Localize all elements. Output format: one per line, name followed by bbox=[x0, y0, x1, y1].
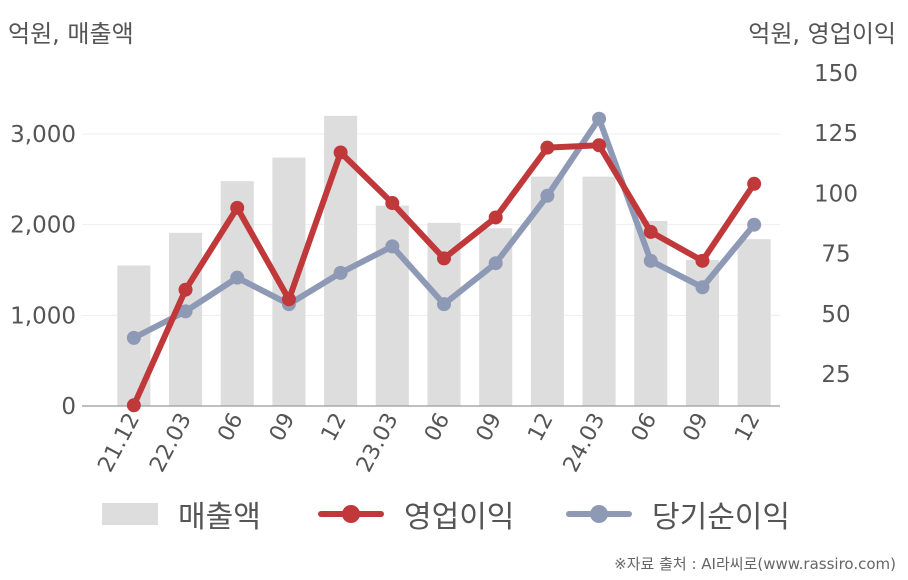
left-axis-tick-label: 3,000 bbox=[10, 122, 76, 148]
legend-label-net-income: 당기순이익 bbox=[652, 500, 790, 535]
left-axis-tick-label: 1,000 bbox=[10, 303, 76, 329]
legend-item-operating-profit[interactable]: 영업이익 bbox=[318, 492, 514, 536]
point-당기순이익-09 bbox=[488, 256, 503, 271]
legend-line-swatch-red bbox=[318, 503, 384, 525]
point-영업이익-22.03 bbox=[178, 282, 193, 297]
left-axis-unit-label: 억원, 매출액 bbox=[8, 20, 134, 48]
legend-label-operating-profit: 영업이익 bbox=[404, 500, 515, 535]
x-axis-tick-label: 06 bbox=[420, 409, 455, 445]
source-note: ※자료 출처 : AI라씨로(www.rassiro.com) bbox=[614, 555, 896, 573]
point-영업이익-12 bbox=[540, 140, 555, 155]
right-axis-tick-label: 150 bbox=[814, 61, 858, 87]
point-당기순이익-23.03 bbox=[385, 239, 400, 254]
x-axis-tick-label: 06 bbox=[213, 409, 248, 445]
left-axis-tick-label: 2,000 bbox=[10, 213, 76, 239]
legend-line-swatch-blue bbox=[566, 503, 632, 525]
x-axis-tick-label: 12 bbox=[317, 409, 352, 445]
point-당기순이익-06 bbox=[643, 253, 658, 268]
legend-item-net-income[interactable]: 당기순이익 bbox=[566, 492, 790, 536]
right-axis-tick-label: 75 bbox=[821, 242, 850, 268]
point-당기순이익-12 bbox=[747, 217, 762, 232]
combo-chart: 0 1,000 2,000 3,000 25 50 75 100 125 150 21.12 22.0… bbox=[10, 61, 858, 476]
point-영업이익-06 bbox=[230, 200, 245, 215]
x-axis-tick-label: 23.03 bbox=[352, 409, 404, 476]
left-axis-tick-label: 0 bbox=[61, 394, 76, 420]
point-영업이익-21.12 bbox=[126, 398, 141, 413]
bar-09 bbox=[479, 228, 513, 406]
right-axis-unit-label: 억원, 영업이익 bbox=[748, 20, 896, 48]
point-영업이익-09 bbox=[488, 210, 503, 225]
point-당기순이익-12 bbox=[333, 265, 348, 280]
bar-06 bbox=[220, 181, 254, 406]
x-axis-tick-label: 22.03 bbox=[145, 409, 197, 476]
right-axis-tick-label: 100 bbox=[814, 181, 858, 207]
point-당기순이익-09 bbox=[695, 280, 710, 295]
point-영업이익-23.03 bbox=[385, 196, 400, 211]
point-당기순이익-06 bbox=[230, 270, 245, 285]
legend-label-revenue: 매출액 bbox=[178, 500, 261, 535]
point-영업이익-06 bbox=[437, 251, 451, 266]
x-axis-tick-label: 24.03 bbox=[559, 409, 611, 476]
x-axis-tick-label: 09 bbox=[265, 409, 300, 445]
bar-23-03 bbox=[375, 205, 409, 406]
x-axis-tick-label: 06 bbox=[627, 409, 662, 445]
right-axis-tick-label: 25 bbox=[821, 362, 850, 388]
legend-bar-swatch bbox=[102, 503, 158, 525]
x-axis-tick-label: 12 bbox=[730, 409, 765, 445]
point-영업이익-09 bbox=[281, 292, 296, 307]
right-axis-tick-label: 125 bbox=[814, 121, 858, 147]
bar-24-03 bbox=[582, 176, 616, 406]
legend-item-revenue[interactable]: 매출액 bbox=[102, 492, 261, 536]
x-axis-tick-label: 09 bbox=[679, 409, 714, 445]
point-당기순이익-12 bbox=[540, 188, 555, 203]
bar-12 bbox=[737, 239, 771, 406]
point-당기순이익-24.03 bbox=[592, 111, 607, 126]
point-영업이익-12 bbox=[333, 145, 348, 160]
point-당기순이익-22.03 bbox=[178, 304, 193, 319]
point-당기순이익-21.12 bbox=[126, 330, 141, 345]
x-axis-tick-label: 12 bbox=[523, 409, 558, 445]
x-axis-tick-label: 09 bbox=[472, 409, 507, 445]
point-영업이익-06 bbox=[643, 224, 658, 239]
point-영업이익-12 bbox=[747, 176, 762, 191]
x-axis-tick-label: 21.12 bbox=[94, 409, 146, 476]
point-영업이익-09 bbox=[695, 253, 710, 268]
right-axis-tick-label: 50 bbox=[821, 302, 850, 328]
point-당기순이익-06 bbox=[437, 297, 451, 312]
bar-06 bbox=[634, 221, 668, 406]
point-영업이익-24.03 bbox=[592, 138, 607, 153]
